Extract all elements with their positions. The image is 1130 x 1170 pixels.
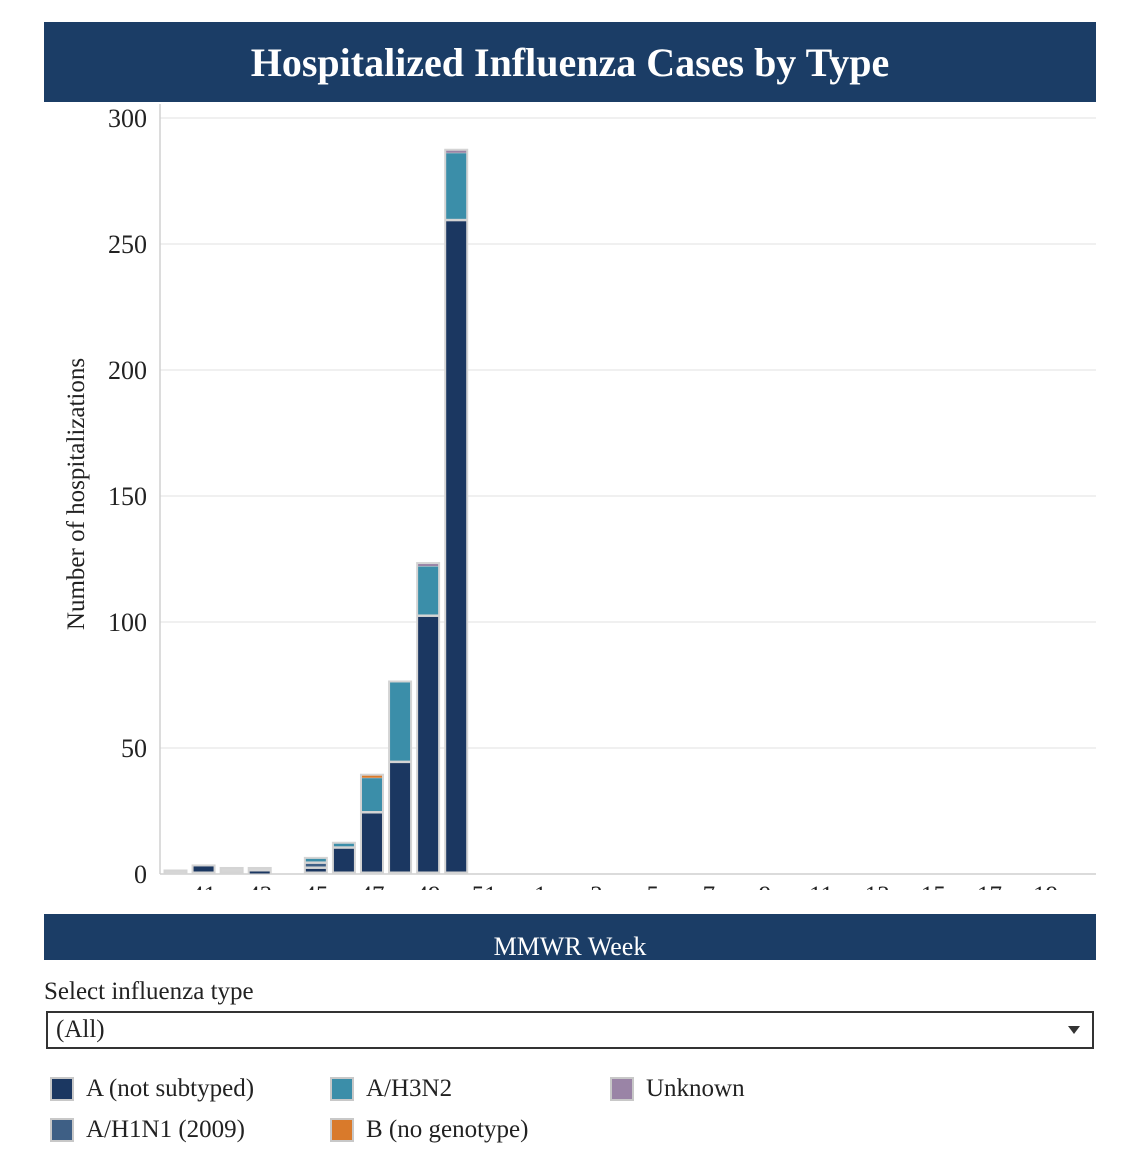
- x-tick-label: 45: [303, 882, 328, 890]
- chart-title: Hospitalized Influenza Cases by Type: [250, 39, 890, 85]
- stacked-bar-chart: 0 50 100 150 200 250 300 Number of hospitalizat…: [63, 104, 1096, 890]
- y-tick-label: 100: [108, 608, 147, 637]
- x-tick-label: 41: [191, 882, 216, 890]
- x-tick-label: 5: [646, 882, 659, 890]
- legend-swatch: [50, 1077, 74, 1101]
- chart-title-bar: Hospitalized Influenza Cases by Type: [44, 22, 1096, 102]
- y-tick-label: 150: [108, 482, 147, 511]
- bar-segment: [446, 221, 467, 872]
- x-tick-label: 9: [759, 882, 772, 890]
- bar-segment: [305, 868, 326, 872]
- influenza-type-select[interactable]: (All): [46, 1011, 1094, 1049]
- legend-item-a-h1n1-2009[interactable]: A/H1N1 (2009): [50, 1116, 245, 1144]
- y-tick-label: 50: [121, 734, 147, 763]
- legend-swatch: [330, 1118, 354, 1142]
- legend-swatch: [330, 1077, 354, 1101]
- legend-label: A (not subtyped): [86, 1075, 255, 1102]
- bar-segment: [418, 616, 439, 872]
- bar-segment: [249, 868, 270, 871]
- filter-label: Select influenza type: [44, 978, 254, 1005]
- bar-segment: [446, 153, 467, 219]
- legend-label: A/H1N1 (2009): [86, 1116, 246, 1143]
- bar-segment: [333, 848, 354, 872]
- x-tick-label: 3: [590, 882, 603, 890]
- x-tick-label: 7: [703, 882, 716, 890]
- bar-segment: [305, 863, 326, 867]
- bar-segment: [390, 682, 411, 761]
- legend-item-b-no-genotype[interactable]: B (no genotype): [330, 1116, 528, 1144]
- y-tick-label: 200: [108, 356, 147, 385]
- legend-item-a-h3n2[interactable]: A/H3N2: [330, 1075, 452, 1103]
- chevron-down-icon[interactable]: [1068, 1026, 1080, 1034]
- x-tick-label: 49: [416, 882, 441, 890]
- bar-segment: [221, 868, 242, 872]
- x-tick-label: 43: [247, 882, 272, 890]
- bar-segment: [361, 813, 382, 872]
- bar-segment: [165, 871, 186, 874]
- legend-swatch: [50, 1118, 74, 1142]
- y-axis-title: Number of hospitalizations: [63, 358, 90, 630]
- legend-swatch: [610, 1077, 634, 1101]
- y-tick-label: 300: [108, 104, 147, 133]
- x-tick-label: 47: [359, 882, 384, 890]
- y-tick-label: 250: [108, 230, 147, 259]
- bar-segment: [446, 150, 467, 153]
- bar-segment: [193, 866, 214, 872]
- legend-item-a-not-subtyped[interactable]: A (not subtyped): [50, 1075, 254, 1103]
- bar-segment: [249, 871, 270, 874]
- bar-segment: [333, 843, 354, 847]
- influenza-type-selected-value: (All): [56, 1016, 105, 1043]
- x-tick-label: 1: [534, 882, 547, 890]
- legend-label: Unknown: [646, 1075, 745, 1102]
- legend-item-unknown[interactable]: Unknown: [610, 1075, 745, 1103]
- x-tick-label: 13: [865, 882, 890, 890]
- y-tick-label: 0: [134, 860, 147, 889]
- x-tick-label: 11: [809, 882, 833, 890]
- x-tick-label: 17: [977, 882, 1002, 890]
- bar-segment: [390, 763, 411, 872]
- legend-label: A/H3N2: [366, 1075, 453, 1102]
- x-axis-title: MMWR Week: [493, 932, 647, 961]
- x-tick-label: 51: [472, 882, 497, 890]
- bar-segment: [361, 775, 382, 778]
- x-tick-label: 19: [1033, 882, 1058, 890]
- x-axis-title-bar: MMWR Week: [44, 914, 1096, 961]
- x-tick-label: 15: [921, 882, 946, 890]
- bar-segment: [418, 564, 439, 567]
- bar-segment: [361, 778, 382, 812]
- bar-segment: [418, 566, 439, 615]
- bar-segment: [305, 858, 326, 862]
- legend-label: B (no genotype): [366, 1116, 529, 1143]
